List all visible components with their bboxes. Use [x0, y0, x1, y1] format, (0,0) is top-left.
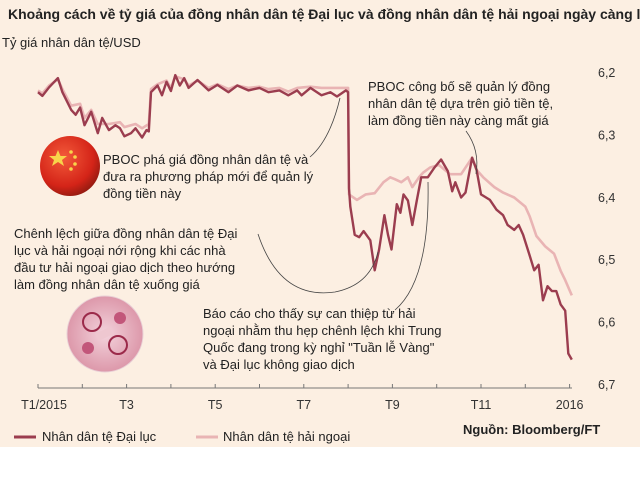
y-tick-label: 6,6: [598, 316, 615, 330]
annotation-line: lục và hải ngoại nới rộng khi các nhà: [14, 243, 226, 258]
chart-background: [0, 0, 640, 447]
yuan-banknotes-icon: [66, 295, 144, 373]
annotation-line: đầu tư hải ngoại giao dịch theo hướng: [14, 260, 235, 275]
annotation-line: đưa ra phương pháp mới để quản lý: [103, 169, 314, 184]
annotation-arrow: [257, 233, 379, 294]
x-tick-label: T9: [385, 398, 400, 412]
annotation-line: và Đại lục không giao dịch: [203, 357, 355, 372]
annotation-arrow: [465, 130, 478, 175]
chart-title: Khoảng cách về tỷ giá của đồng nhân dân …: [8, 6, 640, 22]
y-ticks: 6,2 6,3 6,4 6,5 6,6 6,7: [598, 66, 615, 392]
annotation-arrow: [309, 97, 341, 158]
y-axis-label: Tỷ giá nhân dân tệ/USD: [2, 35, 141, 50]
annotation-line: làm đồng tiền này càng mất giá: [368, 113, 549, 128]
annotation-line: Báo cáo cho thấy sự can thiệp từ hải: [203, 306, 416, 321]
annotation-devaluation: PBOC phá giá đồng nhân dân tệ và đưa ra …: [103, 97, 341, 201]
x-tick-label: T3: [119, 398, 134, 412]
china-flag-icon: [40, 136, 100, 196]
x-tick-label: T1/2015: [21, 398, 67, 412]
legend-label-offshore: Nhân dân tệ hải ngoại: [223, 429, 350, 444]
y-tick-label: 6,7: [598, 378, 615, 392]
y-tick-label: 6,2: [598, 66, 615, 80]
annotation-golden-week: Báo cáo cho thấy sự can thiệp từ hải ngo…: [203, 181, 442, 372]
annotation-spread: Chênh lệch giữa đồng nhân dân tệ Đại lục…: [14, 226, 379, 294]
x-tick-label: 2016: [556, 398, 584, 412]
annotation-line: nhân dân tệ dựa trên giỏ tiền tệ,: [368, 96, 553, 111]
annotation-line: đồng tiền này: [103, 186, 182, 201]
annotation-line: PBOC phá giá đồng nhân dân tệ và: [103, 152, 309, 167]
legend-label-mainland: Nhân dân tệ Đại lục: [42, 429, 157, 444]
x-tick-label: T5: [208, 398, 223, 412]
annotation-line: Quốc đang trong kỳ nghỉ "Tuần lễ Vàng": [203, 340, 435, 355]
annotation-arrow: [394, 181, 429, 311]
legend: Nhân dân tệ Đại lục Nhân dân tệ hải ngoạ…: [14, 429, 350, 444]
x-tick-label: T7: [297, 398, 312, 412]
y-tick-label: 6,3: [598, 128, 615, 142]
annotation-line: làm đồng nhân dân tệ xuống giá: [14, 277, 201, 292]
annotation-line: ngoại nhằm thu hẹp chênh lệch khi Trung: [203, 323, 442, 338]
annotation-basket: PBOC công bố sẽ quản lý đồng nhân dân tệ…: [368, 79, 553, 175]
annotation-line: Chênh lệch giữa đồng nhân dân tệ Đại: [14, 226, 237, 241]
x-tick-marks: [37, 384, 571, 388]
series-line-mainland: [37, 73, 573, 361]
y-tick-label: 6,5: [598, 253, 615, 267]
y-tick-label: 6,4: [598, 191, 615, 205]
source-note: Nguồn: Bloomberg/FT: [463, 422, 600, 437]
annotation-line: PBOC công bố sẽ quản lý đồng: [368, 79, 550, 94]
x-tick-label: T11: [471, 398, 492, 412]
x-ticks: T1/2015 T3 T5 T7 T9 T11 2016: [21, 398, 583, 412]
